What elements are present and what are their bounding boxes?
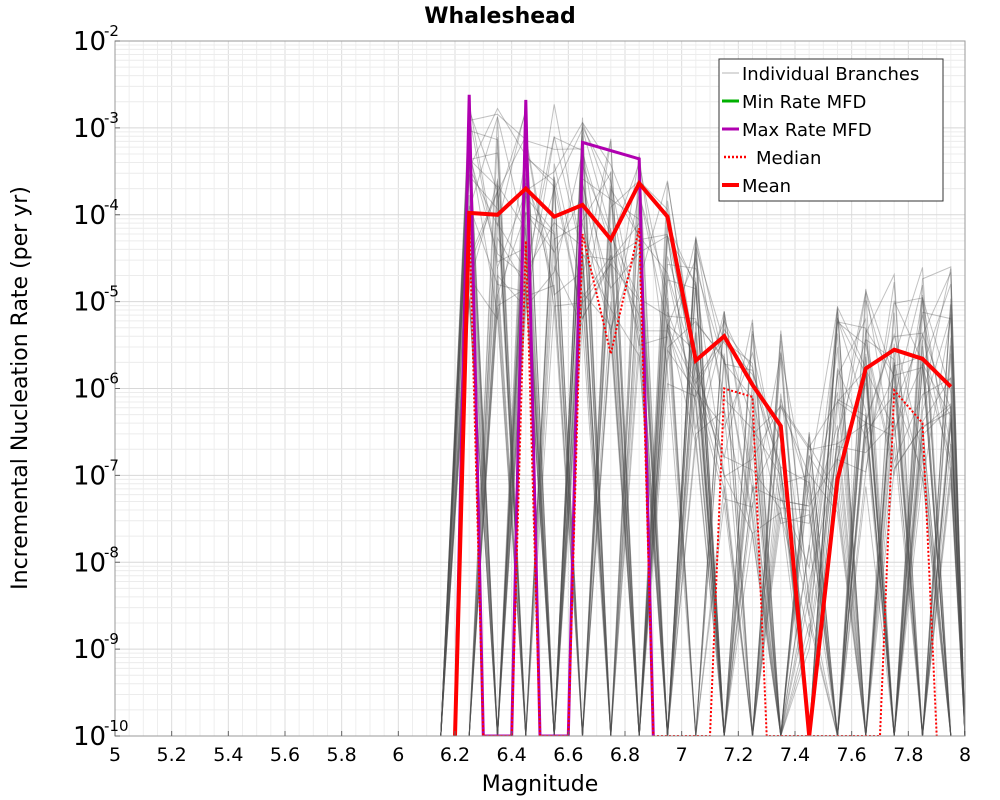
branch-line <box>440 267 965 736</box>
y-tick-label-exponent: -9 <box>104 630 119 648</box>
branch-line <box>440 108 965 736</box>
x-tick-label: 6 <box>392 744 404 766</box>
branch-line <box>440 178 965 736</box>
y-tick-label-exponent: -2 <box>104 22 119 40</box>
branch-line <box>440 116 965 736</box>
branch-line <box>440 177 965 736</box>
branch-line <box>440 177 965 736</box>
branch-line <box>440 137 965 736</box>
branch-line <box>440 140 965 736</box>
branch-line <box>440 113 965 736</box>
legend-label: Individual Branches <box>742 64 919 85</box>
legend-label: Median <box>756 148 821 169</box>
x-tick-label: 8 <box>959 744 971 766</box>
x-tick-label: 7.6 <box>837 744 867 766</box>
y-tick-label-exponent: -3 <box>104 109 119 127</box>
legend-label: Max Rate MFD <box>742 120 872 141</box>
x-tick-label: 6.8 <box>610 744 640 766</box>
branch-line <box>440 193 965 736</box>
series-lines <box>453 94 953 736</box>
x-tick-label: 5 <box>109 744 121 766</box>
branch-line <box>440 110 965 736</box>
y-tick-label-base: 10 <box>73 27 106 57</box>
x-tick-label: 7.8 <box>893 744 923 766</box>
branch-line <box>440 152 965 736</box>
y-tick-label-base: 10 <box>73 461 106 491</box>
series-mean <box>453 179 953 736</box>
y-tick-label-exponent: -5 <box>104 283 119 301</box>
branch-line <box>440 177 965 736</box>
y-tick-label-base: 10 <box>73 722 106 752</box>
x-tick-label: 6.2 <box>440 744 470 766</box>
branch-line <box>440 251 965 736</box>
x-axis-ticks: 5 5.2 5.4 5.6 5.8 6 6.2 6.4 6.6 6.8 7 7.2 7.4 7.6 7.8 8 <box>109 731 971 766</box>
branch-line <box>440 139 965 736</box>
y-tick-label-base: 10 <box>73 548 106 578</box>
branch-line <box>440 107 965 736</box>
branch-line <box>440 171 965 736</box>
x-tick-label: 5.6 <box>270 744 300 766</box>
legend: Individual Branches Min Rate MFD Max Rate … <box>718 58 944 202</box>
branch-line <box>440 157 965 736</box>
branch-line <box>440 280 965 736</box>
x-tick-label: 5.2 <box>157 744 187 766</box>
x-axis-title: Magnitude <box>482 772 599 797</box>
x-tick-label: 7 <box>676 744 688 766</box>
x-tick-label: 5.8 <box>327 744 357 766</box>
branch-line <box>440 123 965 736</box>
branch-line <box>440 116 965 736</box>
y-tick-label-base: 10 <box>73 375 106 405</box>
grid <box>114 41 966 737</box>
x-tick-label: 7.4 <box>780 744 810 766</box>
x-tick-label: 7.2 <box>723 744 753 766</box>
branch-line <box>440 129 965 736</box>
y-axis-title: Incremental Nucleation Rate (per yr) <box>8 186 33 590</box>
branch-line <box>440 211 965 736</box>
branch-line <box>440 195 965 736</box>
series-max-rate-mfd <box>453 94 655 736</box>
branch-line <box>440 190 965 736</box>
branch-line <box>440 157 965 736</box>
legend-box <box>718 58 944 202</box>
branch-line <box>440 184 965 736</box>
branch-line <box>440 189 965 736</box>
branch-line <box>440 235 965 736</box>
series-median <box>454 214 938 736</box>
legend-label: Min Rate MFD <box>742 92 866 113</box>
branch-line <box>440 202 965 736</box>
y-tick-label-exponent: -4 <box>104 196 119 214</box>
plot-area <box>440 94 965 736</box>
y-tick-label-exponent: -7 <box>104 456 119 474</box>
y-tick-label-base: 10 <box>73 201 106 231</box>
x-tick-label: 6.6 <box>553 744 583 766</box>
branch-line <box>440 163 965 736</box>
branch-line <box>440 174 965 736</box>
y-tick-label-exponent: -10 <box>104 717 129 735</box>
legend-label: Mean <box>742 176 791 197</box>
branch-line <box>440 134 965 736</box>
branch-line <box>440 145 965 736</box>
y-tick-label-base: 10 <box>73 635 106 665</box>
y-tick-label-base: 10 <box>73 114 106 144</box>
y-tick-label-base: 10 <box>73 288 106 318</box>
y-tick-label-exponent: -8 <box>104 543 119 561</box>
branch-line <box>440 111 965 736</box>
y-tick-label-exponent: -6 <box>104 370 119 388</box>
x-tick-label: 5.4 <box>213 744 243 766</box>
chart-title: Whaleshead <box>424 4 576 29</box>
x-tick-label: 6.4 <box>497 744 527 766</box>
